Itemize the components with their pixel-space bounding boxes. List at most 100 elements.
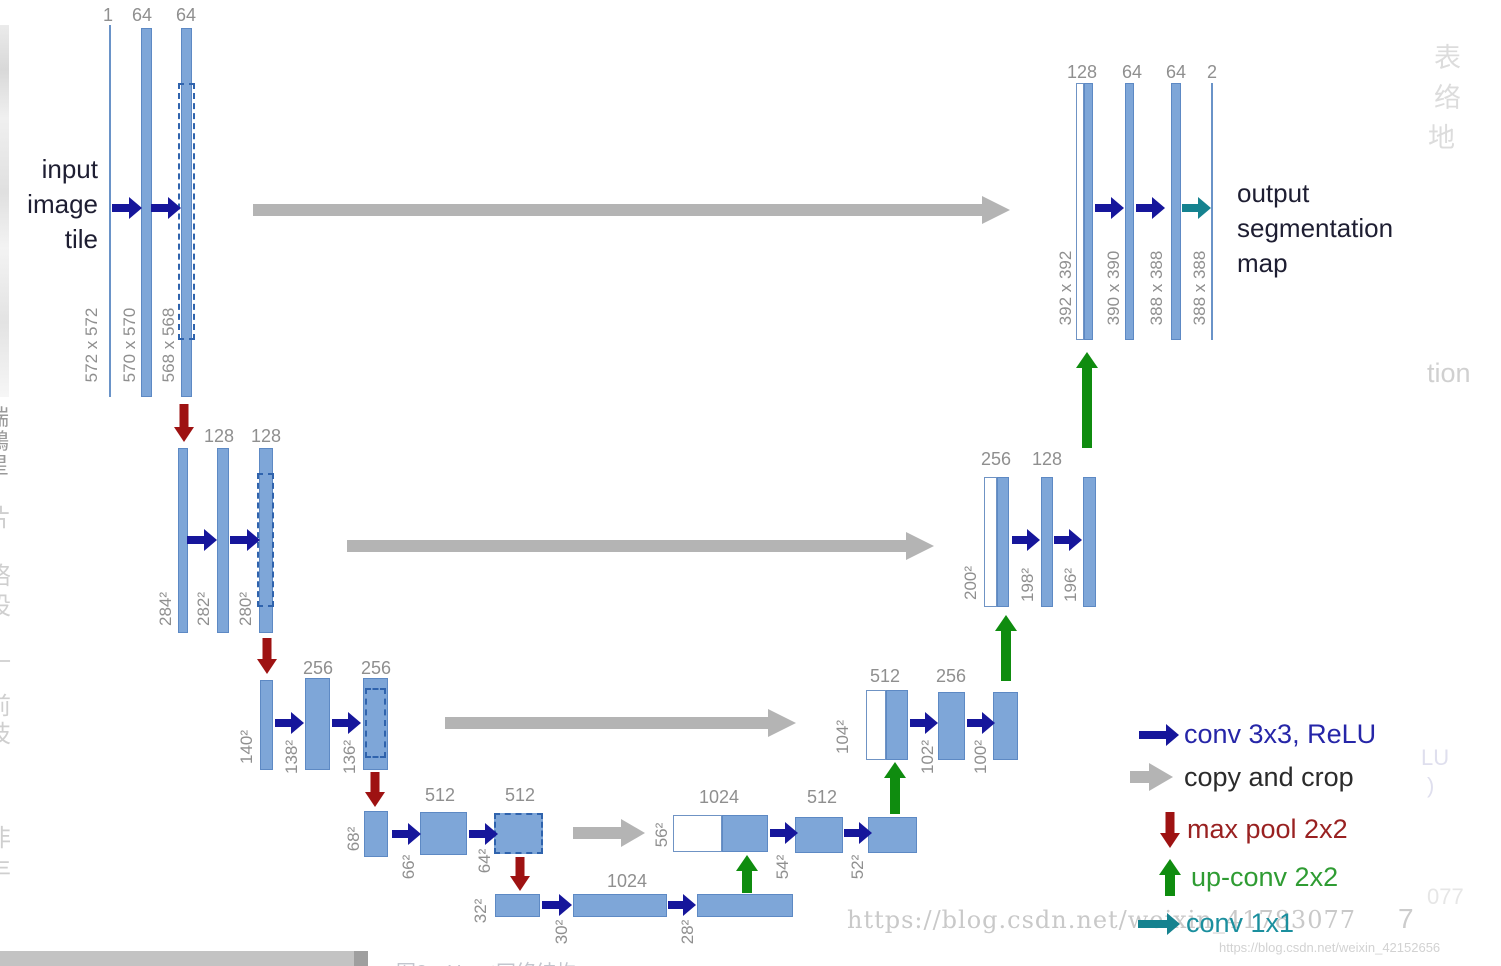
feature-map-bar <box>997 477 1009 607</box>
channel-label: 64 <box>1165 62 1187 82</box>
dimension-label: 100² <box>971 739 990 775</box>
figure-caption-clipped: 图2：U-net网络结构 <box>396 956 656 966</box>
channel-label: 1 <box>102 5 114 25</box>
feature-map-bar <box>364 811 388 857</box>
feature-map-bar <box>938 692 965 760</box>
dimension-label: 136² <box>340 739 359 775</box>
feature-map-bar-cropped <box>494 813 543 854</box>
copy-and-crop-arrow <box>347 532 934 560</box>
legend-copy-arrow <box>1130 765 1173 789</box>
dimension-label: 388 x 388 <box>1147 250 1166 326</box>
dimension-label: 198² <box>1018 567 1037 603</box>
dimension-label: 282² <box>194 591 213 627</box>
watermark-fragment: 077 <box>1427 884 1464 909</box>
channel-label: 512 <box>869 666 901 686</box>
dimension-label: 572 x 572 <box>82 307 101 383</box>
copy-and-crop-arrow <box>253 196 1010 224</box>
watermark-fragment: 前 <box>0 686 11 721</box>
watermark-fragment: 7 <box>1398 903 1414 934</box>
legend-max-pool-arrow <box>1159 812 1180 848</box>
dimension-label: 104² <box>833 719 852 755</box>
channel-label: 128 <box>1031 449 1063 469</box>
max-pool-arrow <box>174 404 194 442</box>
watermark-fragment: LU <box>1421 745 1450 770</box>
feature-map-bar <box>722 815 768 852</box>
conv-arrow <box>967 712 995 734</box>
channel-label: 256 <box>980 449 1012 469</box>
watermark-url-small: https://blog.csdn.net/weixin_42152656 <box>1219 940 1441 955</box>
dimension-label: 56² <box>652 822 671 848</box>
dimension-label: 138² <box>282 739 301 775</box>
channel-label: 2 <box>1206 62 1218 82</box>
feature-map-bar <box>363 678 388 770</box>
dimension-label: 28² <box>678 919 697 945</box>
up-conv-arrow <box>1076 352 1098 448</box>
watermark-fragment: 表 <box>1434 43 1461 73</box>
input-caption: input image tile <box>27 154 98 254</box>
watermark-fragment: 技 <box>0 714 11 749</box>
feature-map-bar <box>1171 83 1181 340</box>
feature-map-bar <box>1125 83 1134 340</box>
legend-up-conv-label: up-conv 2x2 <box>1191 862 1339 892</box>
conv-arrow <box>392 823 421 845</box>
feature-map-bar <box>495 894 540 917</box>
crop-region-outline <box>365 688 386 758</box>
legend-max-pool-label: max pool 2x2 <box>1187 814 1348 844</box>
dimension-label: 66² <box>399 854 418 880</box>
output-caption: output segmentation map <box>1237 178 1394 278</box>
conv-arrow <box>1012 529 1040 551</box>
conv-arrow <box>112 197 142 219</box>
watermark-fragment: 络 <box>1434 83 1461 113</box>
watermark-fragment: 端 <box>0 400 9 432</box>
dimension-label: 140² <box>237 729 256 765</box>
conv-arrow <box>187 529 217 551</box>
watermark-fragment: 星 <box>0 448 9 480</box>
max-pool-arrow <box>510 857 529 891</box>
feature-map-line <box>1211 83 1213 340</box>
dimension-label: 570 x 570 <box>120 307 139 383</box>
feature-map-bar <box>305 678 330 770</box>
conv-arrow <box>1095 197 1124 219</box>
conv-arrow <box>844 822 872 844</box>
watermark-fragment: tion <box>1427 358 1471 388</box>
watermark-fragment: 丰 <box>0 850 11 885</box>
watermark-fragment: 一 <box>0 642 11 677</box>
channel-label: 128 <box>203 426 235 446</box>
dimension-label: 30² <box>552 919 571 945</box>
conv-arrow <box>1054 529 1082 551</box>
watermark-fragment: 设 <box>0 586 11 621</box>
copied-feature-map-box <box>1076 83 1084 340</box>
channel-label: 1024 <box>698 787 740 807</box>
copied-feature-map-box <box>866 690 886 760</box>
legend-conv-arrow <box>1139 724 1179 746</box>
conv-arrow <box>151 197 181 219</box>
channel-label: 64 <box>1121 62 1143 82</box>
conv-arrow <box>1136 197 1165 219</box>
feature-map-bar <box>217 448 229 633</box>
watermark-fragment: 非 <box>0 818 11 853</box>
dimension-label: 102² <box>918 739 937 775</box>
max-pool-arrow <box>365 772 385 807</box>
copied-feature-map-box <box>673 815 722 852</box>
up-conv-arrow <box>996 615 1016 681</box>
dimension-label: 284² <box>156 591 175 627</box>
feature-map-bar <box>886 690 908 760</box>
copy-and-crop-arrow <box>445 709 796 736</box>
channel-label: 64 <box>131 5 153 25</box>
dimension-label: 64² <box>475 848 494 874</box>
feature-map-bar <box>573 894 667 917</box>
feature-map-bar <box>993 692 1018 760</box>
channel-label: 128 <box>1066 62 1098 82</box>
dimension-label: 196² <box>1061 567 1080 603</box>
copied-feature-map-box <box>984 477 997 607</box>
conv-arrow <box>542 894 572 916</box>
conv-arrow <box>910 712 938 734</box>
dimension-label: 68² <box>344 826 363 852</box>
watermark-fragment: 片 <box>0 498 11 533</box>
channel-label: 256 <box>302 658 334 678</box>
bottom-scrollbar-end[interactable] <box>354 951 368 966</box>
conv-arrow <box>770 822 798 844</box>
channel-label: 512 <box>424 785 456 805</box>
bottom-scrollbar[interactable] <box>0 951 368 966</box>
